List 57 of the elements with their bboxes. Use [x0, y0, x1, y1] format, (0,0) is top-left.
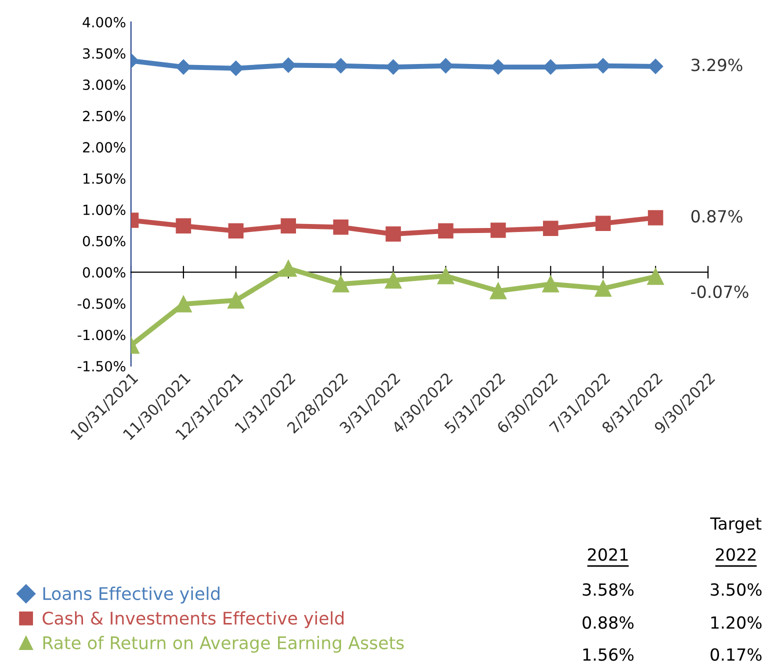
text: 3.58% [582, 583, 634, 596]
point [228, 292, 244, 309]
y-tick-label: 2.50% [83, 110, 126, 122]
point [438, 223, 454, 239]
legend-label: Rate of Return on Average Earning Assets [43, 636, 404, 653]
y-tick-label: 4.00% [82, 16, 126, 28]
point [386, 59, 401, 75]
point [648, 210, 664, 226]
annotation: 3.29% [692, 58, 742, 72]
point [542, 220, 558, 236]
y-tick-label: -1.00% [78, 330, 126, 340]
point [280, 260, 297, 277]
point [490, 282, 507, 300]
y-tick-label: 1.50% [84, 173, 126, 184]
point [648, 58, 664, 74]
y-tick-label: 2.00% [83, 142, 126, 153]
y-tick-label: 0.00% [82, 267, 126, 278]
point [280, 58, 296, 73]
point [176, 59, 192, 75]
point [437, 268, 454, 284]
point [490, 59, 506, 75]
point [595, 216, 611, 232]
point [542, 276, 559, 292]
annotation: -0.07% [691, 285, 748, 298]
point [175, 296, 192, 312]
text: 2021 [588, 548, 628, 561]
text: 2022 [716, 548, 756, 561]
y-tick-label: 0.50% [82, 236, 126, 246]
text: 0.17% [710, 648, 762, 661]
y-tick-label: 3.00% [83, 80, 126, 90]
text: 3.50% [710, 583, 762, 596]
y-tick-label: -0.50% [78, 298, 126, 309]
y-tick-label: -1.50% [78, 360, 126, 372]
point [228, 60, 244, 76]
point [647, 268, 664, 285]
point [490, 222, 506, 238]
text: 0.88% [582, 616, 634, 629]
text: 1.56% [583, 648, 634, 661]
point [176, 218, 192, 234]
legend-label: Loans Effective yield [43, 586, 220, 604]
text: 1.20% [711, 616, 762, 629]
point [594, 280, 612, 297]
annotation: 0.87% [691, 210, 742, 223]
point [280, 218, 296, 234]
point [333, 58, 348, 74]
legend-label: Cash & Investments Effective yield [42, 611, 344, 628]
point [384, 272, 402, 289]
point [333, 220, 348, 235]
point [596, 58, 611, 74]
point [543, 59, 558, 75]
point [386, 226, 401, 242]
point [332, 276, 350, 292]
y-tick-label: 3.50% [83, 48, 126, 59]
point [228, 223, 244, 239]
y-tick-label: 1.00% [84, 204, 126, 216]
text: Target [710, 517, 762, 534]
point [438, 58, 454, 74]
